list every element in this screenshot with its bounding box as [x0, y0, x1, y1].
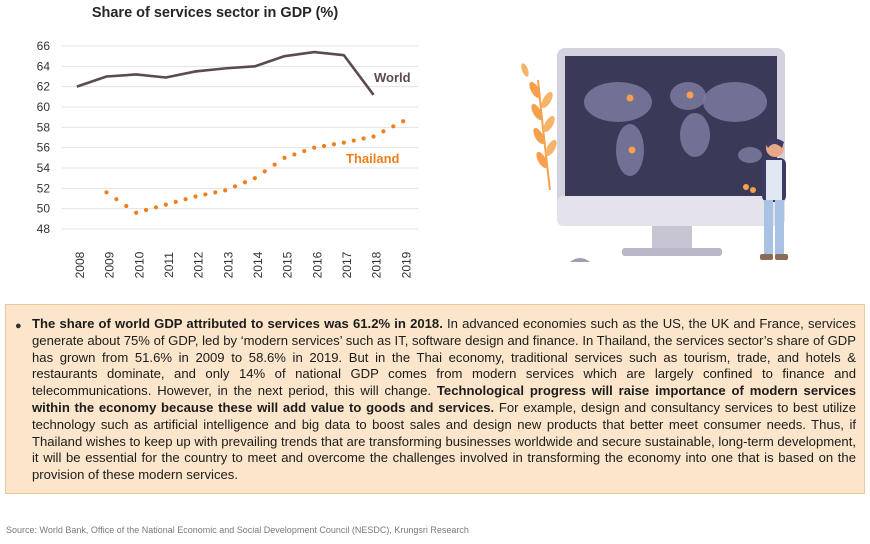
- series-dot-thailand: [183, 197, 188, 202]
- x-tick-label: 2018: [370, 251, 384, 278]
- computer-illustration: [521, 48, 788, 262]
- series-line-world: [76, 50, 375, 96]
- series-label-world: World: [374, 70, 411, 85]
- y-tick-label: 62: [37, 80, 51, 94]
- y-tick-label: 56: [37, 141, 51, 155]
- data-point-thailand: [223, 188, 228, 193]
- summary-text-1: In advanced economies such as the US, th…: [32, 316, 856, 399]
- x-tick-label: 2011: [162, 252, 176, 278]
- series-dot-thailand: [242, 180, 248, 185]
- series-labels: World Thailand: [346, 70, 411, 166]
- x-axis-ticks: 2008 2009 2010 2011 2012 2013 2014 2015 2016 2017…: [73, 251, 413, 278]
- x-tick-label: 2015: [281, 251, 295, 278]
- series-dot-thailand: [114, 197, 119, 202]
- data-point-thailand: [312, 145, 317, 150]
- data-point-thailand: [134, 210, 139, 215]
- data-point-thailand: [193, 194, 198, 199]
- series-dot-thailand: [124, 203, 129, 209]
- series-dot-thailand: [391, 124, 396, 129]
- series-dot-thailand: [272, 162, 277, 167]
- location-pin-icon: [626, 91, 694, 154]
- x-tick-label: 2016: [310, 251, 324, 278]
- data-point-thailand: [282, 155, 287, 160]
- series-dot-thailand: [262, 169, 267, 174]
- data-point-thailand: [341, 140, 346, 145]
- summary-bold-2: Technological progress will raise import…: [32, 383, 856, 415]
- x-tick-label: 2009: [103, 251, 117, 278]
- y-tick-label: 60: [37, 100, 51, 114]
- person-icon: [743, 138, 788, 260]
- summary-bold-1: The share of world GDP attributed to ser…: [32, 316, 443, 331]
- y-tick-label: 54: [37, 161, 51, 175]
- series-dot-thailand: [302, 148, 307, 154]
- series-dot-thailand: [361, 136, 366, 141]
- source-note: Source: World Bank, Office of the Nation…: [6, 525, 469, 535]
- bullet-icon: ●: [15, 320, 22, 332]
- data-point-thailand: [163, 202, 168, 207]
- series-dot-thailand: [213, 190, 218, 195]
- summary-text-2: For example, design and consultancy serv…: [32, 399, 856, 483]
- chart-series: [76, 50, 406, 215]
- y-tick-label: 48: [37, 222, 51, 236]
- chart-title: Share of services sector in GDP (%): [91, 5, 339, 21]
- summary-text-box: ● The share of world GDP attributed to s…: [5, 304, 865, 494]
- y-tick-label: 64: [37, 59, 51, 73]
- series-dot-thailand: [321, 143, 327, 149]
- wheat-icon: [521, 63, 557, 191]
- series-dot-thailand: [143, 207, 149, 213]
- series-dot-thailand: [351, 138, 356, 143]
- x-tick-label: 2019: [399, 251, 413, 278]
- line-chart: 48 50 52 54 56 58 60 62 64 66 2008 2009 2010 2011 201…: [37, 39, 418, 278]
- data-point-thailand: [371, 134, 376, 139]
- y-tick-label: 58: [37, 120, 51, 134]
- series-label-thailand: Thailand: [346, 151, 400, 166]
- series-dot-thailand: [203, 192, 208, 197]
- x-tick-label: 2013: [221, 251, 235, 278]
- x-tick-label: 2014: [251, 251, 265, 278]
- y-tick-label: 50: [37, 202, 51, 216]
- series-dot-thailand: [232, 184, 238, 189]
- series-dot-thailand: [173, 199, 178, 204]
- series-dot-thailand: [153, 205, 159, 210]
- x-tick-label: 2012: [192, 251, 206, 278]
- series-dot-thailand: [381, 129, 386, 134]
- x-tick-label: 2017: [340, 251, 354, 278]
- series-dot-thailand: [292, 152, 297, 157]
- data-point-thailand: [104, 190, 109, 195]
- data-point-thailand: [401, 119, 406, 124]
- y-axis-ticks: 48 50 52 54 56 58 60 62 64 66: [37, 39, 51, 236]
- y-tick-label: 52: [37, 181, 51, 195]
- world-map-icon: [584, 82, 767, 176]
- y-tick-label: 66: [37, 39, 51, 53]
- x-tick-label: 2008: [73, 251, 87, 278]
- data-point-thailand: [252, 176, 257, 181]
- series-dot-thailand: [331, 142, 337, 147]
- x-tick-label: 2010: [132, 251, 146, 278]
